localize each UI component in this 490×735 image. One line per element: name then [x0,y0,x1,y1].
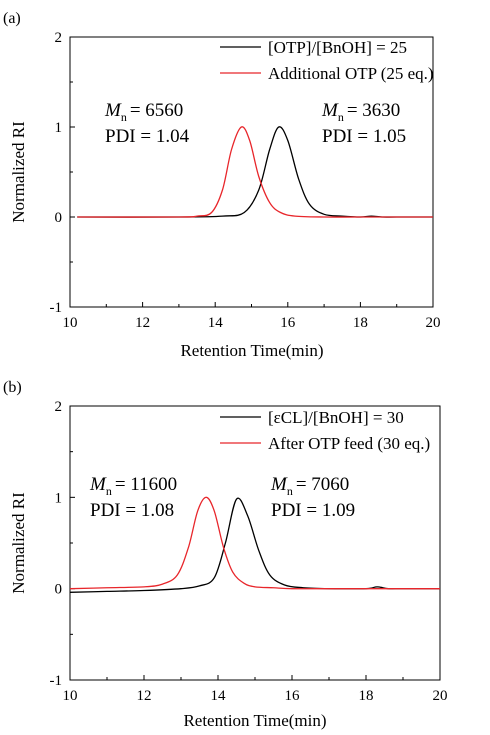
y-tick-label-b-2: 1 [55,490,63,506]
x-axis-label-b: Retention Time(min) [183,711,326,730]
y-tick-label-b-0: -1 [50,673,63,689]
series-a [77,126,433,218]
legend-b: [εCL]/[BnOH] = 30 After OTP feed (30 eq.… [220,408,430,453]
pdi-annotation-a-1: PDI = 1.05 [322,126,406,147]
y-axis-label-a: Normalized RI [9,121,28,223]
x-tick-label-a-0: 10 [63,315,78,331]
legend-label-b-1: After OTP feed (30 eq.) [268,434,430,453]
series-b [69,496,440,593]
annotation-b-0: Mn = 11600 PDI = 1.08 [89,474,177,521]
x-tick-label-a-1: 12 [135,315,150,331]
x-tick-label-b-5: 20 [433,688,448,704]
mn-annotation-a-1: Mn = 3630 [321,100,400,124]
pdi-annotation-b-1: PDI = 1.09 [271,500,355,521]
panel-label-b: (b) [3,379,22,396]
panel-label-a: (a) [3,10,21,27]
mn-annotation-b-0: Mn = 11600 [89,474,177,498]
legend-label-b-0: [εCL]/[BnOH] = 30 [268,408,404,427]
mn-annotation-b-1: Mn = 7060 [270,474,349,498]
x-tick-label-a-5: 20 [426,315,441,331]
pdi-annotation-a-0: PDI = 1.04 [105,126,190,147]
x-tick-label-b-2: 14 [211,688,227,704]
x-tick-label-b-4: 18 [359,688,374,704]
mn-annotation-a-0: Mn = 6560 [104,100,183,124]
series-line-b-0 [69,497,440,593]
y-tick-label-b-3: 2 [55,399,63,415]
x-axis-label-a: Retention Time(min) [180,341,323,360]
series-line-a-0 [77,126,433,218]
y-tick-label-b-1: 0 [55,582,63,598]
annotation-a-0: Mn = 6560 PDI = 1.04 [104,100,190,147]
series-line-a-1 [77,126,433,218]
x-tick-label-b-1: 12 [137,688,152,704]
y-tick-label-a-2: 1 [55,120,63,136]
x-tick-label-b-3: 16 [285,688,301,704]
series-line-b-1 [69,496,440,590]
y-axis-label-b: Normalized RI [9,492,28,594]
annotation-b-1: Mn = 7060 PDI = 1.09 [270,474,355,521]
y-tick-label-a-0: -1 [50,300,63,316]
legend-label-a-0: [OTP]/[BnOH] = 25 [268,38,407,57]
x-tick-label-a-4: 18 [353,315,368,331]
legend-a: [OTP]/[BnOH] = 25 Additional OTP (25 eq.… [220,38,434,83]
x-tick-label-a-3: 16 [280,315,296,331]
y-tick-label-a-1: 0 [55,210,63,226]
legend-label-a-1: Additional OTP (25 eq.) [268,64,434,83]
x-tick-label-b-0: 10 [63,688,78,704]
x-tick-label-a-2: 14 [208,315,224,331]
pdi-annotation-b-0: PDI = 1.08 [90,500,174,521]
y-tick-label-a-3: 2 [55,30,63,46]
annotation-a-1: Mn = 3630 PDI = 1.05 [321,100,406,147]
